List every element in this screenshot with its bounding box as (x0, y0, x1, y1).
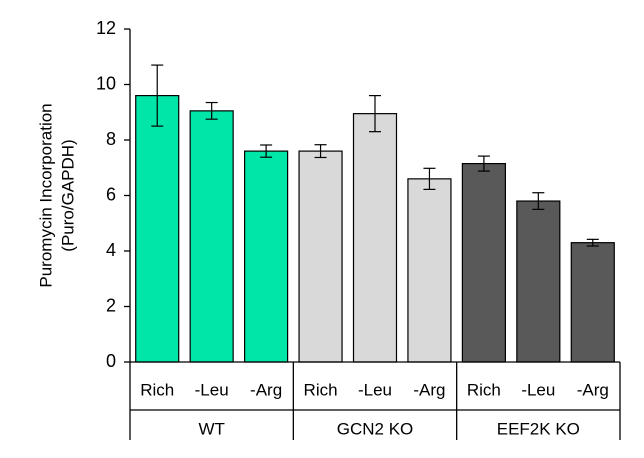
y-tick-label: 2 (106, 295, 116, 315)
y-axis: 0 2 4 6 8 10 12 (96, 18, 131, 371)
bar (461, 162, 506, 363)
y-axis-title: Puromycin Incorporation (Puro/GAPDH) (36, 103, 77, 287)
y-tick-label: 10 (96, 73, 116, 93)
x-category-label: -Arg (413, 380, 445, 399)
bar (516, 200, 561, 363)
bar (298, 150, 343, 363)
y-axis-title-line: (Puro/GAPDH) (58, 139, 77, 251)
x-category-label: Rich (140, 380, 174, 399)
x-group-label: EEF2K KO (497, 419, 580, 438)
x-category-label: Rich (467, 380, 501, 399)
y-tick-label: 8 (106, 129, 116, 149)
bar (135, 94, 180, 363)
y-tick-label: 12 (96, 18, 116, 38)
x-axis: Rich -Leu -Arg WT Rich -Leu -Arg GCN2 KO Rich -Le… (129, 361, 621, 440)
y-axis-title-line: Puromycin Incorporation (36, 103, 55, 287)
x-group-label: WT (198, 419, 224, 438)
bar (189, 110, 234, 363)
bar (352, 113, 398, 363)
y-tick-label: 4 (106, 240, 116, 260)
bars-layer (135, 64, 615, 363)
y-tick-label: 0 (106, 351, 116, 371)
x-category-label: -Leu (195, 380, 229, 399)
x-category-label: -Arg (577, 380, 609, 399)
bar (407, 178, 452, 363)
x-category-label: -Arg (250, 380, 282, 399)
y-tick-label: 6 (106, 184, 116, 204)
x-category-label: -Leu (358, 380, 392, 399)
x-category-label: -Leu (521, 380, 555, 399)
bar (244, 150, 289, 363)
x-category-label: Rich (304, 380, 338, 399)
bar (570, 242, 615, 363)
x-group-label: GCN2 KO (337, 419, 414, 438)
